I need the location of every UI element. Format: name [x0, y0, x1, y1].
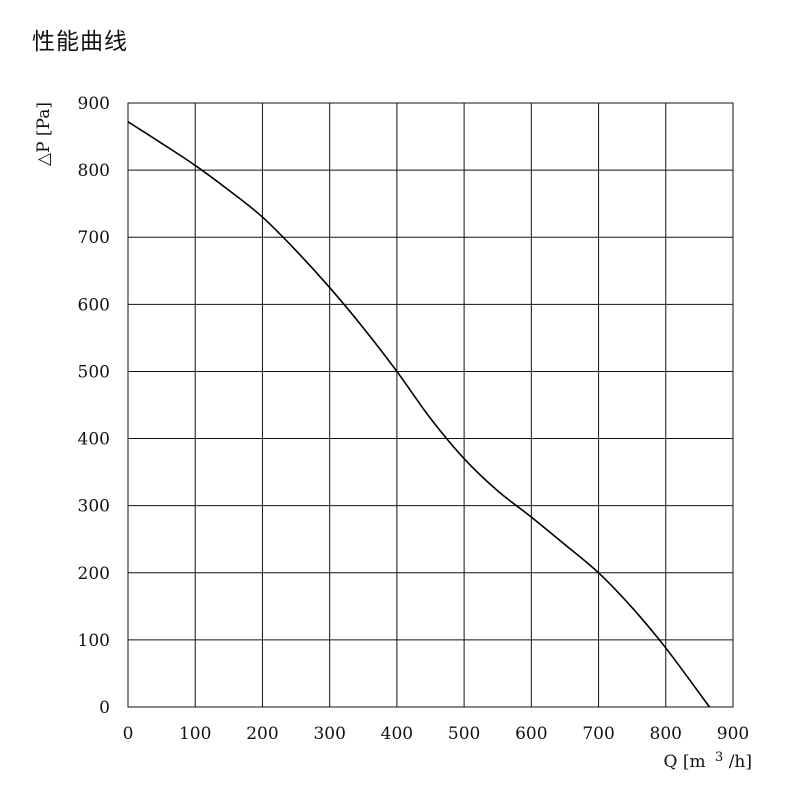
- y-tick-label: 600: [78, 295, 110, 315]
- x-tick-label: 100: [179, 724, 211, 744]
- y-axis-ticks: 0 100 200 300 400 500 600 700 800 900: [78, 94, 110, 718]
- x-tick-label: 700: [582, 724, 614, 744]
- y-tick-label: 500: [78, 362, 110, 382]
- x-axis-label-prefix: Q [m: [664, 752, 706, 772]
- y-tick-label: 700: [78, 228, 110, 248]
- plot-frame: [127, 102, 734, 708]
- x-tick-label: 500: [448, 724, 480, 744]
- chart-grid: [127, 102, 734, 708]
- x-tick-label: 600: [515, 724, 547, 744]
- series-line: [127, 121, 711, 708]
- y-axis-label: △P [Pa]: [34, 102, 54, 166]
- x-tick-label: 900: [717, 724, 749, 744]
- y-tick-label: 200: [78, 564, 110, 584]
- x-tick-label: 400: [381, 724, 413, 744]
- x-tick-label: 200: [246, 724, 278, 744]
- x-axis-label: Q [m 3 /h]: [664, 746, 753, 772]
- y-tick-label: 0: [99, 698, 110, 718]
- x-tick-label: 300: [313, 724, 345, 744]
- y-tick-label: 100: [78, 631, 110, 651]
- x-tick-label: 0: [123, 724, 134, 744]
- x-axis-ticks: 0 100 200 300 400 500 600 700 800 900: [123, 724, 750, 744]
- x-axis-label-suffix: /h]: [729, 752, 752, 772]
- y-tick-label: 800: [78, 161, 110, 181]
- y-tick-label: 400: [78, 430, 110, 450]
- x-tick-label: 800: [650, 724, 682, 744]
- x-axis-label-superscript: 3: [715, 750, 723, 765]
- y-tick-label: 300: [78, 497, 110, 517]
- y-tick-label: 900: [78, 94, 110, 114]
- page-title: 性能曲线: [32, 29, 128, 55]
